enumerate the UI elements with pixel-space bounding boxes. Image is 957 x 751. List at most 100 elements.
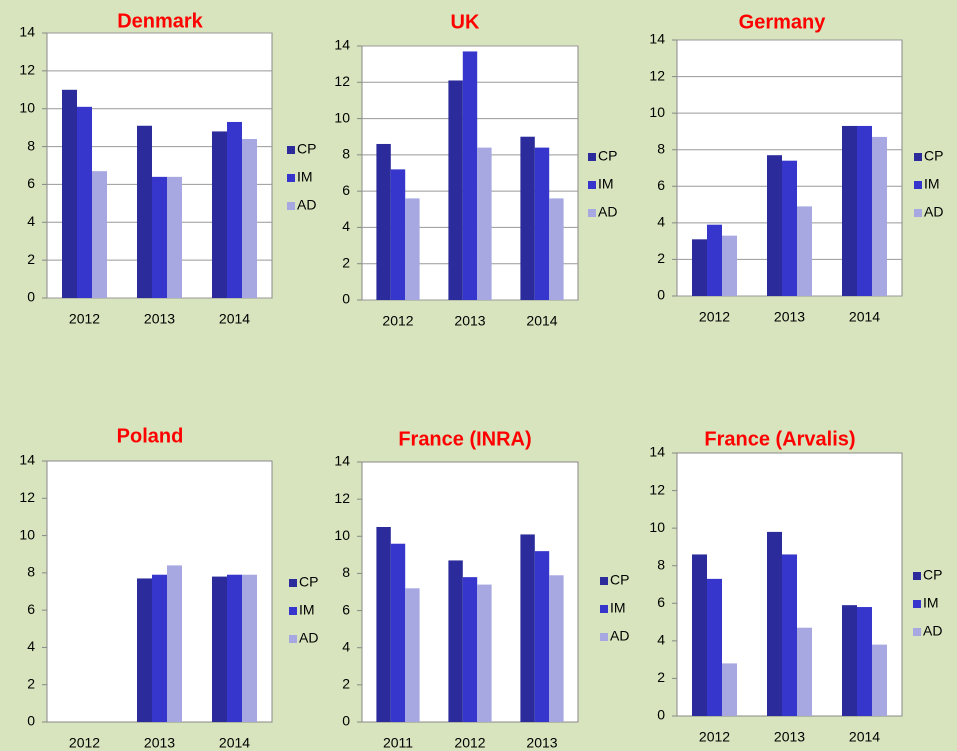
y-tick-label: 8: [657, 556, 665, 572]
y-tick-label: 12: [649, 481, 665, 497]
y-tick-label: 14: [334, 453, 350, 469]
x-tick-label: 2014: [219, 735, 250, 751]
legend-label: AD: [598, 204, 617, 220]
legend-swatch: [588, 209, 596, 217]
chart-title: Denmark: [117, 10, 203, 32]
y-tick-label: 10: [649, 104, 665, 120]
legend-label: IM: [924, 176, 940, 192]
legend-label: CP: [924, 148, 943, 164]
y-tick-label: 0: [27, 713, 35, 729]
legend-swatch: [289, 579, 297, 587]
y-tick-label: 2: [657, 669, 665, 685]
bar: [137, 578, 152, 722]
bar: [549, 198, 564, 300]
y-tick-label: 8: [27, 137, 35, 153]
y-tick-label: 10: [649, 519, 665, 535]
bar: [872, 136, 887, 296]
bar: [227, 121, 242, 298]
y-tick-label: 14: [649, 31, 665, 47]
y-tick-label: 6: [27, 175, 35, 191]
bar: [857, 607, 872, 716]
y-tick-label: 2: [342, 254, 350, 270]
bar: [722, 663, 737, 716]
bar: [376, 143, 391, 300]
bar: [92, 171, 107, 298]
y-tick-label: 8: [342, 564, 350, 580]
x-tick-label: 2013: [526, 735, 557, 751]
legend-swatch: [600, 605, 608, 613]
y-tick-label: 4: [27, 638, 35, 654]
legend-swatch: [913, 628, 921, 636]
legend-swatch: [914, 181, 922, 189]
legend-label: CP: [299, 574, 318, 590]
legend-label: IM: [297, 169, 313, 185]
y-tick-label: 0: [342, 291, 350, 307]
bar: [520, 136, 535, 300]
y-tick-label: 8: [27, 564, 35, 580]
bar: [376, 527, 391, 722]
x-tick-label: 2012: [69, 735, 100, 751]
legend-label: AD: [297, 197, 316, 213]
legend-label: CP: [297, 141, 316, 157]
bar: [534, 147, 550, 300]
bar: [534, 551, 550, 722]
y-tick-label: 6: [342, 182, 350, 198]
bar: [77, 106, 92, 298]
bar: [842, 605, 857, 716]
x-tick-label: 2012: [699, 729, 730, 745]
y-tick-label: 10: [334, 527, 350, 543]
bar: [152, 176, 167, 298]
legend-swatch: [600, 633, 608, 641]
x-tick-label: 2014: [849, 729, 880, 745]
bar: [405, 198, 420, 300]
x-tick-label: 2011: [383, 735, 413, 751]
bar: [782, 160, 797, 296]
bar: [477, 147, 492, 300]
bar: [462, 51, 478, 300]
y-tick-label: 10: [19, 526, 35, 542]
y-tick-label: 6: [657, 177, 665, 193]
y-tick-label: 0: [657, 287, 665, 303]
bar: [782, 554, 797, 716]
legend-swatch: [588, 181, 596, 189]
bar: [242, 574, 257, 722]
y-tick-label: 4: [342, 218, 350, 234]
bar: [797, 627, 812, 716]
y-tick-label: 4: [342, 638, 350, 654]
bar: [797, 206, 812, 296]
bar: [707, 224, 722, 296]
legend-swatch: [913, 572, 921, 580]
legend-swatch: [914, 153, 922, 161]
x-tick-label: 2012: [382, 313, 413, 329]
legend-swatch: [289, 635, 297, 643]
legend-label: AD: [610, 628, 629, 644]
x-tick-label: 2014: [526, 313, 557, 329]
bar: [549, 575, 564, 722]
bar: [722, 235, 737, 296]
y-tick-label: 4: [27, 213, 35, 229]
chart-title: Germany: [739, 11, 827, 33]
bar: [448, 80, 463, 300]
bar: [707, 578, 722, 716]
x-tick-label: 2012: [454, 735, 485, 751]
bar: [462, 577, 478, 722]
y-tick-label: 14: [649, 444, 665, 460]
bar: [212, 131, 227, 298]
x-tick-label: 2013: [454, 313, 485, 329]
legend-label: IM: [598, 176, 614, 192]
y-tick-label: 12: [19, 62, 35, 78]
chart-title: France (INRA): [398, 428, 531, 450]
y-tick-label: 2: [27, 251, 35, 267]
x-tick-label: 2013: [774, 729, 805, 745]
legend-swatch: [287, 146, 295, 154]
legend-swatch: [289, 607, 297, 615]
legend-label: AD: [923, 623, 942, 639]
y-tick-label: 12: [19, 489, 35, 505]
y-tick-label: 0: [342, 713, 350, 729]
bar: [477, 584, 492, 722]
legend-label: CP: [923, 567, 942, 583]
y-tick-label: 12: [334, 73, 350, 89]
y-tick-label: 6: [27, 601, 35, 617]
bar: [857, 125, 872, 296]
